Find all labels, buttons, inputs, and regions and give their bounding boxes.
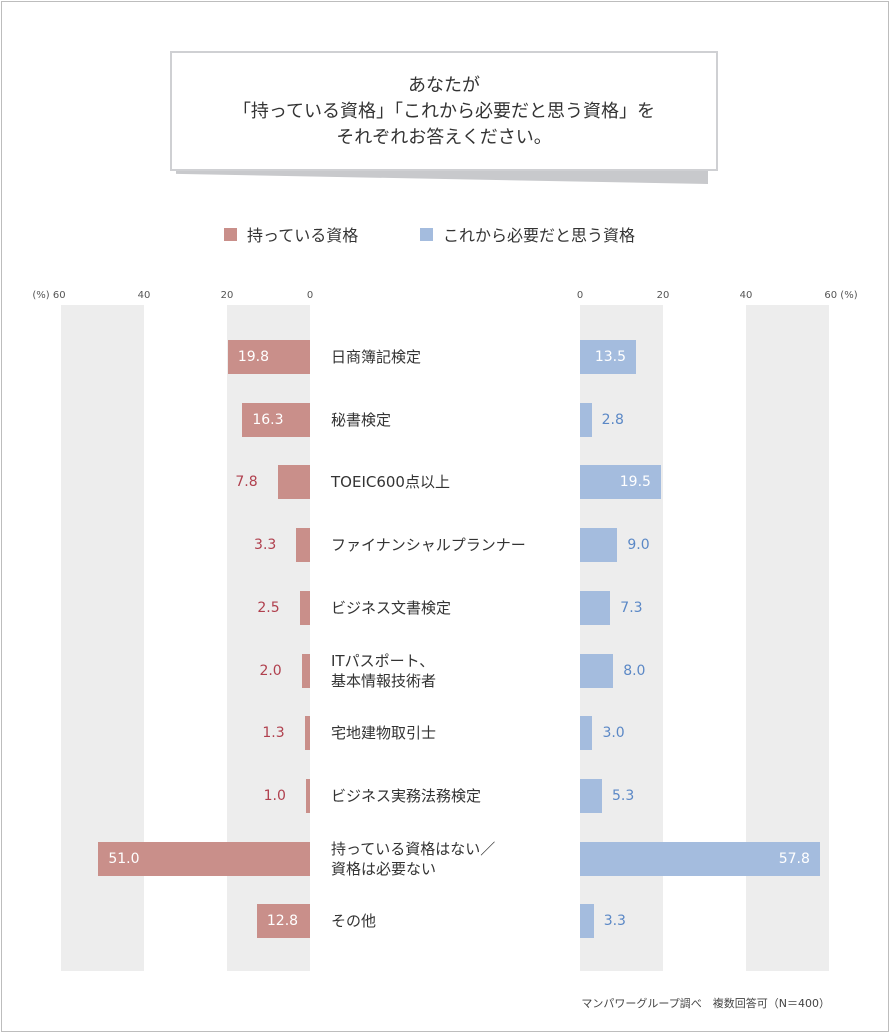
category-label: 日商簿記検定 xyxy=(331,348,422,366)
value-label-held: 2.0 xyxy=(259,662,282,679)
bar-held xyxy=(277,465,310,500)
value-label-needed: 8.0 xyxy=(623,662,646,679)
bar-held xyxy=(305,778,310,813)
value-label-needed: 57.8 xyxy=(778,850,810,867)
bar-held xyxy=(301,653,310,688)
value-label-held: 19.8 xyxy=(237,349,269,365)
legend-swatch xyxy=(224,227,237,241)
value-label-held: 12.8 xyxy=(266,913,299,930)
value-label-needed: 3.3 xyxy=(603,913,626,930)
axis-tick-right: 0 xyxy=(576,290,584,301)
legend-label: 持っている資格 xyxy=(247,226,359,245)
title-line: あなたが xyxy=(408,75,480,96)
category-label: ビジネス実務法務検定 xyxy=(331,786,482,805)
category-label: ファイナンシャルプランナー xyxy=(331,536,526,555)
bar-needed xyxy=(580,778,602,813)
value-label-needed: 5.3 xyxy=(611,787,635,804)
bar-held xyxy=(299,590,310,625)
legend-item-held: 持っている資格 xyxy=(224,222,358,246)
value-label-held: 7.8 xyxy=(235,474,258,491)
category-label: 秘書検定 xyxy=(331,410,392,429)
value-label-held: 51.0 xyxy=(108,850,140,867)
title-line: それぞれお答えください。 xyxy=(336,127,552,148)
value-label-held: 3.3 xyxy=(254,537,277,554)
axis-tick-left: 0 xyxy=(306,290,314,301)
bar-held xyxy=(98,841,310,876)
bar-needed xyxy=(580,402,592,437)
footer-note: マンパワーグループ調べ 複数回答可（N＝400） xyxy=(581,997,830,1010)
value-label-needed: 2.8 xyxy=(601,411,624,428)
category-label: 宅地建物取引士 xyxy=(331,724,437,743)
chart-title: あなたが 「持っている資格」「これから必要だと思う資格」を それぞれお答えくださ… xyxy=(170,51,718,171)
axis-tick-left: 20 xyxy=(220,290,234,301)
value-label-held: 16.3 xyxy=(252,411,284,428)
axis-tick-left: 40 xyxy=(137,290,151,301)
axis-tick-right: 20 xyxy=(656,290,670,301)
bar-needed xyxy=(580,653,614,688)
legend-label: これから必要だと思う資格 xyxy=(443,226,636,245)
bar-needed xyxy=(580,340,637,374)
title-line: 「持っている資格」「これから必要だと思う資格」を xyxy=(232,101,656,122)
axis-tick-left: (%) 60 xyxy=(32,290,66,301)
bar-held xyxy=(296,528,310,563)
category-label: ITパスポート、 基本情報技術者 xyxy=(331,651,437,690)
category-label: その他 xyxy=(331,912,377,931)
bar-held xyxy=(227,340,310,374)
bar-held xyxy=(304,716,310,751)
value-label-held: 1.0 xyxy=(263,787,286,804)
value-label-needed: 19.5 xyxy=(619,474,651,491)
value-label-needed: 13.5 xyxy=(594,349,627,365)
axis-tick-right: 60 (%) xyxy=(824,290,858,301)
bar-needed xyxy=(580,590,611,625)
value-label-needed: 3.0 xyxy=(602,725,625,742)
bar-needed xyxy=(580,465,661,500)
axis-tick-right: 40 xyxy=(739,290,753,301)
category-label: 持っている資格はない／ 資格は必要ない xyxy=(331,839,496,878)
value-label-held: 1.3 xyxy=(262,725,285,742)
category-label: TOEIC600点以上 xyxy=(331,473,450,492)
value-label-needed: 9.0 xyxy=(627,537,650,554)
category-label: ビジネス文書検定 xyxy=(331,598,452,617)
value-label-needed: 7.3 xyxy=(620,599,643,616)
bar-needed xyxy=(580,904,594,939)
bar-held xyxy=(242,402,310,437)
value-label-held: 2.5 xyxy=(257,599,280,616)
bar-needed xyxy=(580,528,618,563)
bar-needed xyxy=(580,841,820,876)
legend-swatch xyxy=(420,227,433,241)
legend-item-needed: これから必要だと思う資格 xyxy=(420,222,635,246)
bar-held xyxy=(256,904,310,939)
bar-needed xyxy=(580,716,593,751)
